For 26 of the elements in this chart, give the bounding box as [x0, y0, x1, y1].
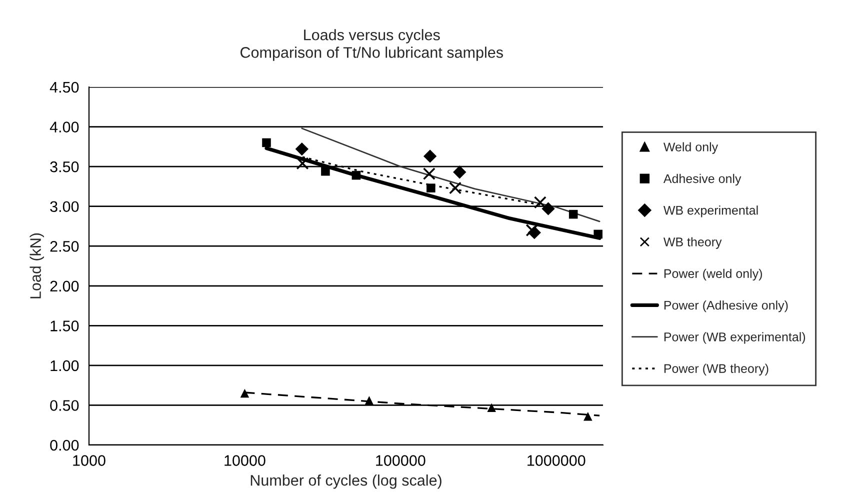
x-tick-label: 100000: [376, 455, 426, 466]
y-tick-label: 2.00: [50, 280, 79, 292]
legend-label: Power (WB theory): [664, 364, 768, 376]
chart-title: Loads versus cycles: [304, 29, 440, 44]
y-tick-label: 4.00: [50, 122, 79, 132]
x-tick-label: 1000000: [528, 455, 586, 466]
legend-label: WB experimental: [663, 206, 758, 218]
legend-label: Power (WB experimental): [664, 332, 806, 344]
chart-subtitle: Comparison of Tt/No lubricant samples: [240, 46, 503, 61]
y-tick-label: 0.00: [50, 440, 79, 451]
y-tick-label: 1.00: [50, 360, 79, 372]
y-axis-title: Load (kN): [30, 233, 44, 298]
legend-label: Power (Adhesive only): [664, 300, 788, 312]
legend-label: Adhesive only: [663, 174, 742, 186]
legend-label: Power (weld only): [664, 268, 762, 280]
y-tick-label: 0.50: [50, 400, 79, 411]
x-tick-label: 1000: [73, 455, 106, 466]
y-tick-label: 3.50: [50, 161, 79, 172]
y-tick-label: 4.50: [50, 82, 79, 93]
legend-label: Weld only: [663, 142, 718, 154]
legend-label: WB theory: [663, 237, 722, 249]
y-tick-label: 2.50: [50, 240, 79, 252]
x-axis-title: Number of cycles (log scale): [250, 474, 442, 489]
y-tick-label: 3.00: [50, 201, 79, 212]
y-tick-label: 1.50: [50, 320, 79, 332]
x-tick-label: 10000: [224, 455, 266, 466]
